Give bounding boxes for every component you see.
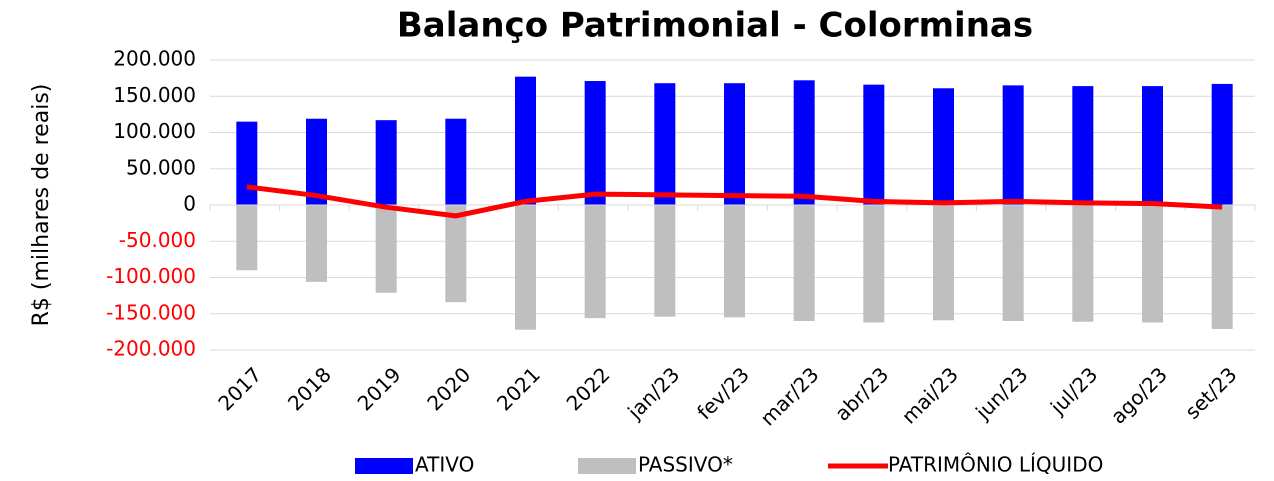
legend-label: PATRIMÔNIO LÍQUIDO — [888, 453, 1103, 477]
x-tick-label: jun/23 — [970, 362, 1032, 424]
x-tick-label: 2021 — [492, 362, 545, 415]
bar — [863, 205, 885, 323]
bar — [1002, 205, 1024, 321]
x-tick-label: abr/23 — [830, 362, 893, 425]
bar — [445, 205, 467, 303]
line — [246, 184, 1223, 219]
bar — [724, 83, 745, 205]
bar — [375, 120, 397, 205]
bar — [1142, 86, 1163, 205]
bar — [306, 118, 327, 205]
x-tick-label: 2020 — [422, 362, 475, 415]
bar — [654, 205, 676, 317]
y-tick-label: -50.000 — [119, 228, 196, 252]
x-tick-label: 2018 — [283, 362, 336, 415]
legend-label: PASSIVO* — [638, 453, 733, 477]
bar — [654, 83, 676, 205]
x-tick-label: jan/23 — [622, 362, 684, 424]
bar — [584, 81, 606, 205]
bar — [863, 84, 885, 205]
y-tick-label: -100.000 — [106, 264, 196, 288]
x-tick-label: fev/23 — [692, 362, 754, 424]
bar — [933, 88, 954, 205]
y-tick-label: 150.000 — [113, 83, 196, 107]
bar — [1072, 86, 1094, 205]
y-axis-label: R$ (milhares de reais) — [29, 84, 54, 327]
bar — [306, 205, 327, 282]
x-tick-label: mar/23 — [756, 362, 824, 430]
x-tick-label: 2019 — [353, 362, 406, 415]
y-tick-label: -150.000 — [106, 300, 196, 324]
bar — [236, 205, 258, 271]
legend-swatch — [355, 458, 413, 474]
bar — [584, 205, 606, 319]
bar — [793, 80, 815, 205]
y-tick-label: -200.000 — [106, 337, 196, 361]
y-tick-label: 100.000 — [113, 119, 196, 143]
bar — [515, 76, 536, 205]
bar — [724, 205, 745, 318]
legend-label: ATIVO — [415, 453, 474, 477]
x-tick-label: 2022 — [562, 362, 615, 415]
bar — [236, 121, 258, 205]
x-tick-label: mai/23 — [897, 362, 963, 428]
x-tick-label: set/23 — [1180, 362, 1241, 423]
bar — [1002, 85, 1024, 205]
bar — [793, 205, 815, 321]
x-tick-label: 2017 — [213, 362, 266, 415]
bar — [1211, 83, 1233, 205]
x-tick-label: ago/23 — [1106, 362, 1172, 428]
y-tick-label: 50.000 — [126, 155, 196, 179]
bar — [375, 205, 397, 293]
bar — [445, 118, 467, 205]
bar — [515, 205, 536, 330]
x-tick-label: jul/23 — [1045, 362, 1102, 419]
bar — [933, 205, 954, 321]
chart-title: Balanço Patrimonial - Colorminas — [397, 6, 1033, 46]
bar — [1072, 205, 1094, 322]
bar — [1142, 205, 1163, 323]
y-tick-label: 0 — [183, 192, 196, 216]
bar — [1211, 205, 1233, 329]
y-tick-label: 200.000 — [113, 47, 196, 71]
legend-swatch — [578, 458, 636, 474]
